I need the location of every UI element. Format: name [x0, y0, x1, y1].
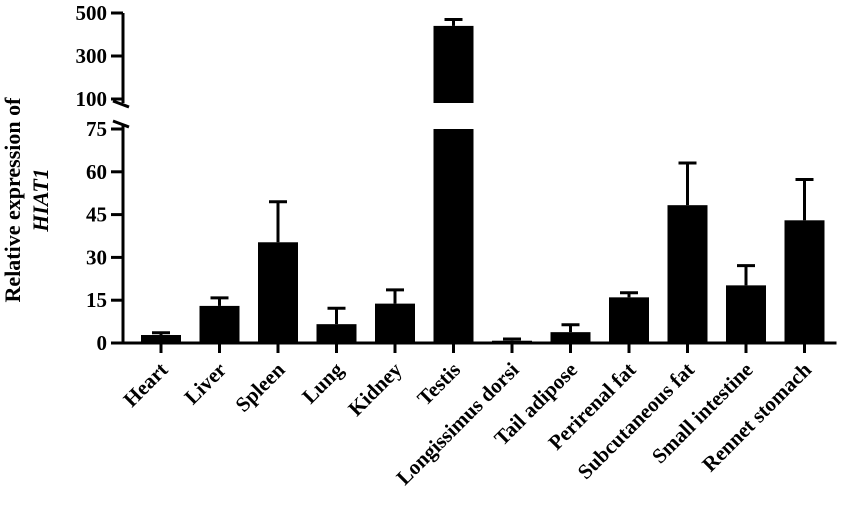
bars [141, 17, 825, 343]
axis-break-mark [112, 119, 130, 129]
bar [784, 220, 825, 343]
x-category-label: Testis [412, 358, 465, 411]
x-category-label: Lung [297, 357, 348, 408]
bar [726, 285, 766, 343]
bar [375, 303, 415, 343]
x-category-label: Liver [179, 358, 231, 410]
y-tick-label: 75 [86, 117, 107, 141]
y-tick-label: 500 [76, 1, 108, 25]
bar [316, 324, 357, 343]
bar [199, 305, 240, 343]
x-category-label: Small intestine [647, 358, 758, 469]
bar [258, 242, 298, 343]
bar [492, 340, 532, 343]
x-category-label: Heart [118, 358, 172, 412]
y-tick-label: 15 [86, 288, 107, 312]
y-tick-label: 30 [86, 245, 107, 269]
bar [141, 335, 181, 343]
axes [112, 13, 837, 353]
bar-upper-segment [433, 25, 474, 103]
y-tick-label: 100 [76, 87, 108, 111]
axis-break-mark [112, 99, 130, 109]
y-tick-label: 0 [97, 331, 108, 355]
x-category-label: Spleen [230, 357, 289, 416]
x-category-label: Kidney [343, 357, 407, 421]
bar [433, 129, 474, 343]
y-axis-label-gene: HIAT1 [28, 168, 53, 233]
y-tick-label: 300 [76, 44, 108, 68]
y-tick-label: 60 [86, 160, 107, 184]
y-tick-label: 45 [86, 203, 107, 227]
bar [550, 332, 591, 343]
y-axis-label: Relative expression of [0, 97, 25, 303]
bar [667, 205, 708, 343]
bar [609, 297, 649, 343]
y-ticks: 0 15 30 45 60 75 100 300 500 [76, 1, 123, 355]
